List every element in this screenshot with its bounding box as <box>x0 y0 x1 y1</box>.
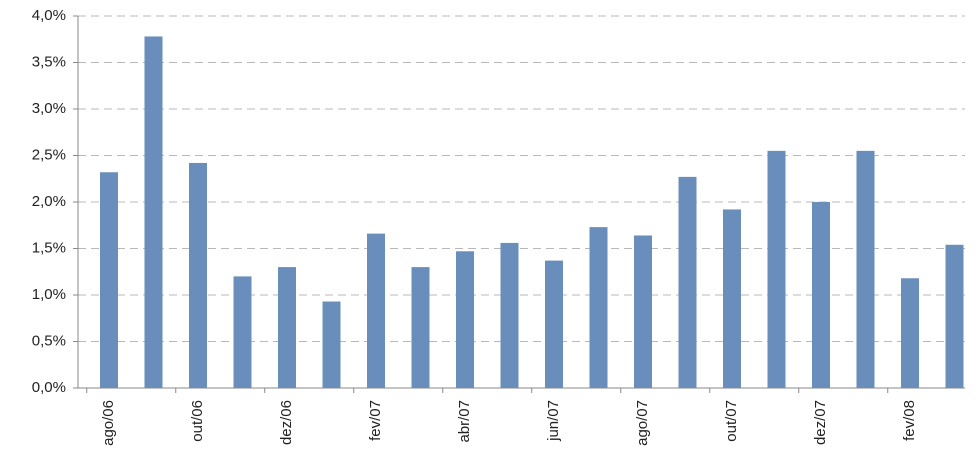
y-tick-label: 1,5% <box>32 239 66 256</box>
y-tick-label: 2,0% <box>32 193 66 210</box>
y-tick-label: 0,0% <box>32 379 66 396</box>
x-tick-label: fev/08 <box>901 400 918 441</box>
y-tick-label: 2,5% <box>32 146 66 163</box>
x-tick-label: ago/07 <box>634 400 651 446</box>
x-tick-label: out/07 <box>723 400 740 442</box>
bar <box>634 235 652 388</box>
bar <box>856 150 875 388</box>
bar <box>723 209 741 388</box>
bar <box>767 150 786 388</box>
bar <box>456 251 474 388</box>
x-tick-label: jun/07 <box>545 400 562 442</box>
bar <box>500 242 519 388</box>
y-tick-label: 3,5% <box>32 53 66 70</box>
y-tick-label: 3,0% <box>32 100 66 117</box>
y-tick-label: 4,0% <box>32 7 66 24</box>
x-tick-label: abr/07 <box>456 400 473 443</box>
bar <box>901 278 919 388</box>
bar <box>100 172 118 388</box>
bar <box>812 202 830 388</box>
bar <box>678 176 697 388</box>
bar <box>233 276 252 388</box>
bar <box>322 301 341 388</box>
bar <box>545 260 563 388</box>
bar <box>945 244 964 388</box>
x-tick-label: fev/07 <box>367 400 384 441</box>
x-tick-label: dez/07 <box>812 400 829 445</box>
bar <box>144 36 163 389</box>
bar <box>411 267 430 388</box>
bar <box>189 162 207 388</box>
y-tick-label: 1,0% <box>32 286 66 303</box>
y-tick-label: 0,5% <box>32 332 66 349</box>
x-tick-label: dez/06 <box>278 400 295 445</box>
x-tick-label: out/06 <box>189 400 206 442</box>
x-tick-label: ago/06 <box>100 400 117 446</box>
bar <box>589 227 608 388</box>
bar <box>367 233 385 388</box>
bar <box>278 267 296 388</box>
